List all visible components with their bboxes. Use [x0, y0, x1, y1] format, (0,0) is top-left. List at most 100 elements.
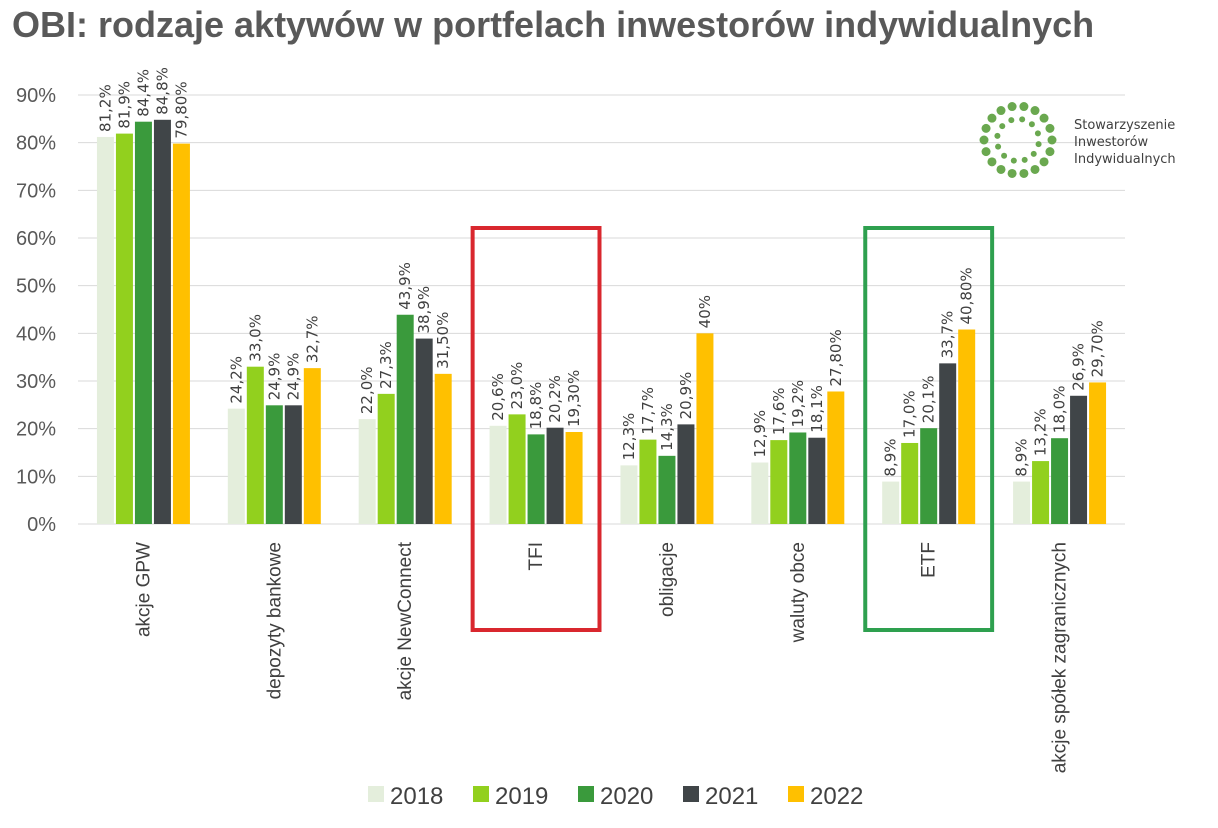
- data-label: 26,9%: [1070, 343, 1088, 391]
- data-label: 32,7%: [303, 315, 321, 363]
- data-label: 40,80%: [958, 267, 976, 324]
- highlight-box: [863, 226, 995, 632]
- legend-label: 2018: [390, 783, 443, 810]
- bar: [527, 434, 545, 524]
- legend-swatch: [683, 786, 699, 802]
- bar: [939, 363, 957, 524]
- bar: [882, 481, 900, 524]
- bar: [227, 408, 245, 524]
- bar: [396, 314, 414, 524]
- data-label: 17,7%: [639, 387, 657, 435]
- data-label: 24,9%: [284, 353, 302, 401]
- bar: [303, 368, 321, 524]
- bar: [377, 393, 395, 524]
- bar: [958, 329, 976, 524]
- data-label: 79,80%: [172, 81, 190, 138]
- category-label: TFI: [526, 542, 547, 571]
- legend-label: 2019: [495, 783, 548, 810]
- data-label: 38,9%: [415, 286, 433, 334]
- data-label: 40%: [696, 295, 714, 328]
- data-label: 27,3%: [377, 341, 395, 389]
- data-label: 81,9%: [115, 81, 133, 129]
- y-tick-label: 20%: [16, 419, 56, 441]
- data-label: 24,2%: [227, 356, 245, 404]
- legend-swatch: [473, 786, 489, 802]
- bar: [1089, 382, 1107, 524]
- bar: [172, 143, 190, 524]
- bar: [677, 424, 695, 524]
- bar: [770, 440, 788, 524]
- data-label: 12,3%: [620, 413, 638, 461]
- bar: [658, 455, 676, 524]
- bar: [751, 462, 769, 524]
- data-label: 13,2%: [1032, 408, 1050, 456]
- bar: [1032, 461, 1050, 524]
- data-label: 81,2%: [96, 84, 114, 132]
- y-axis-ticks: 0% 10% 20% 30% 40% 50% 60% 70% 80% 90%: [16, 85, 56, 536]
- data-label: 8,9%: [1013, 438, 1031, 476]
- category-labels: akcje GPW depozyty bankowe akcje NewConnec…: [133, 541, 1070, 773]
- data-label: 84,8%: [153, 67, 171, 115]
- bar: [546, 427, 564, 524]
- data-label: 18,0%: [1051, 386, 1069, 434]
- y-tick-label: 70%: [16, 180, 56, 202]
- logo-text-line-3: Indywidualnych: [1074, 152, 1176, 167]
- y-tick-label: 80%: [16, 133, 56, 155]
- data-label: 14,3%: [658, 403, 676, 451]
- sii-logo: Stowarzyszenie Inwestorów Indywidualnych: [979, 102, 1176, 178]
- bar: [789, 432, 807, 524]
- y-tick-label: 10%: [16, 466, 56, 488]
- bar: [808, 437, 826, 524]
- bar: [115, 133, 133, 525]
- data-label: 17,6%: [770, 387, 788, 435]
- bar: [265, 405, 283, 524]
- data-label: 43,9%: [396, 262, 414, 310]
- bar: [246, 366, 264, 524]
- data-label: 29,70%: [1089, 320, 1107, 377]
- legend-swatch: [578, 786, 594, 802]
- data-label: 19,30%: [565, 370, 583, 427]
- highlight-box: [470, 226, 602, 632]
- logo-icon: [979, 102, 1057, 178]
- bar: [565, 432, 583, 524]
- category-label: ETF: [919, 542, 940, 578]
- y-tick-label: 60%: [16, 228, 56, 250]
- category-label: depozyty bankowe: [264, 542, 285, 699]
- category-label: waluty obce: [788, 542, 809, 643]
- data-label: 18,8%: [527, 382, 545, 430]
- bar: [284, 405, 302, 524]
- legend-swatch: [368, 786, 384, 802]
- bar: [1013, 481, 1031, 524]
- bar: [827, 391, 845, 524]
- bar: [920, 428, 938, 524]
- data-label: 20,9%: [677, 372, 695, 420]
- bar: [434, 373, 452, 524]
- category-label: obligacje: [657, 542, 678, 617]
- legend-label: 2021: [705, 783, 758, 810]
- category-label: akcje GPW: [133, 542, 154, 637]
- bar: [134, 121, 152, 525]
- bar: [620, 465, 638, 524]
- chart-title: OBI: rodzaje aktywów w portfelach inwest…: [12, 4, 1095, 45]
- y-tick-label: 30%: [16, 371, 56, 393]
- legend-label: 2020: [600, 783, 653, 810]
- bar: [508, 414, 526, 524]
- y-tick-label: 0%: [27, 514, 56, 536]
- bar: [901, 442, 919, 524]
- data-label: 31,50%: [434, 312, 452, 369]
- bars: [96, 119, 1107, 525]
- bar: [415, 338, 433, 524]
- data-labels: 81,2% 24,2% 22,0% 20,6% 12,3% 12,9% 8,9% 8,9% 81…: [96, 67, 1106, 476]
- legend-label: 2022: [810, 783, 863, 810]
- y-tick-label: 40%: [16, 323, 56, 345]
- y-tick-label: 90%: [16, 85, 56, 107]
- data-label: 84,4%: [134, 69, 152, 117]
- data-label: 33,7%: [939, 311, 957, 359]
- bar: [1070, 395, 1088, 524]
- data-label: 8,9%: [882, 438, 900, 476]
- data-label: 20,2%: [546, 375, 564, 423]
- bar: [96, 136, 114, 525]
- data-label: 33,0%: [246, 314, 264, 362]
- data-label: 17,0%: [901, 390, 919, 438]
